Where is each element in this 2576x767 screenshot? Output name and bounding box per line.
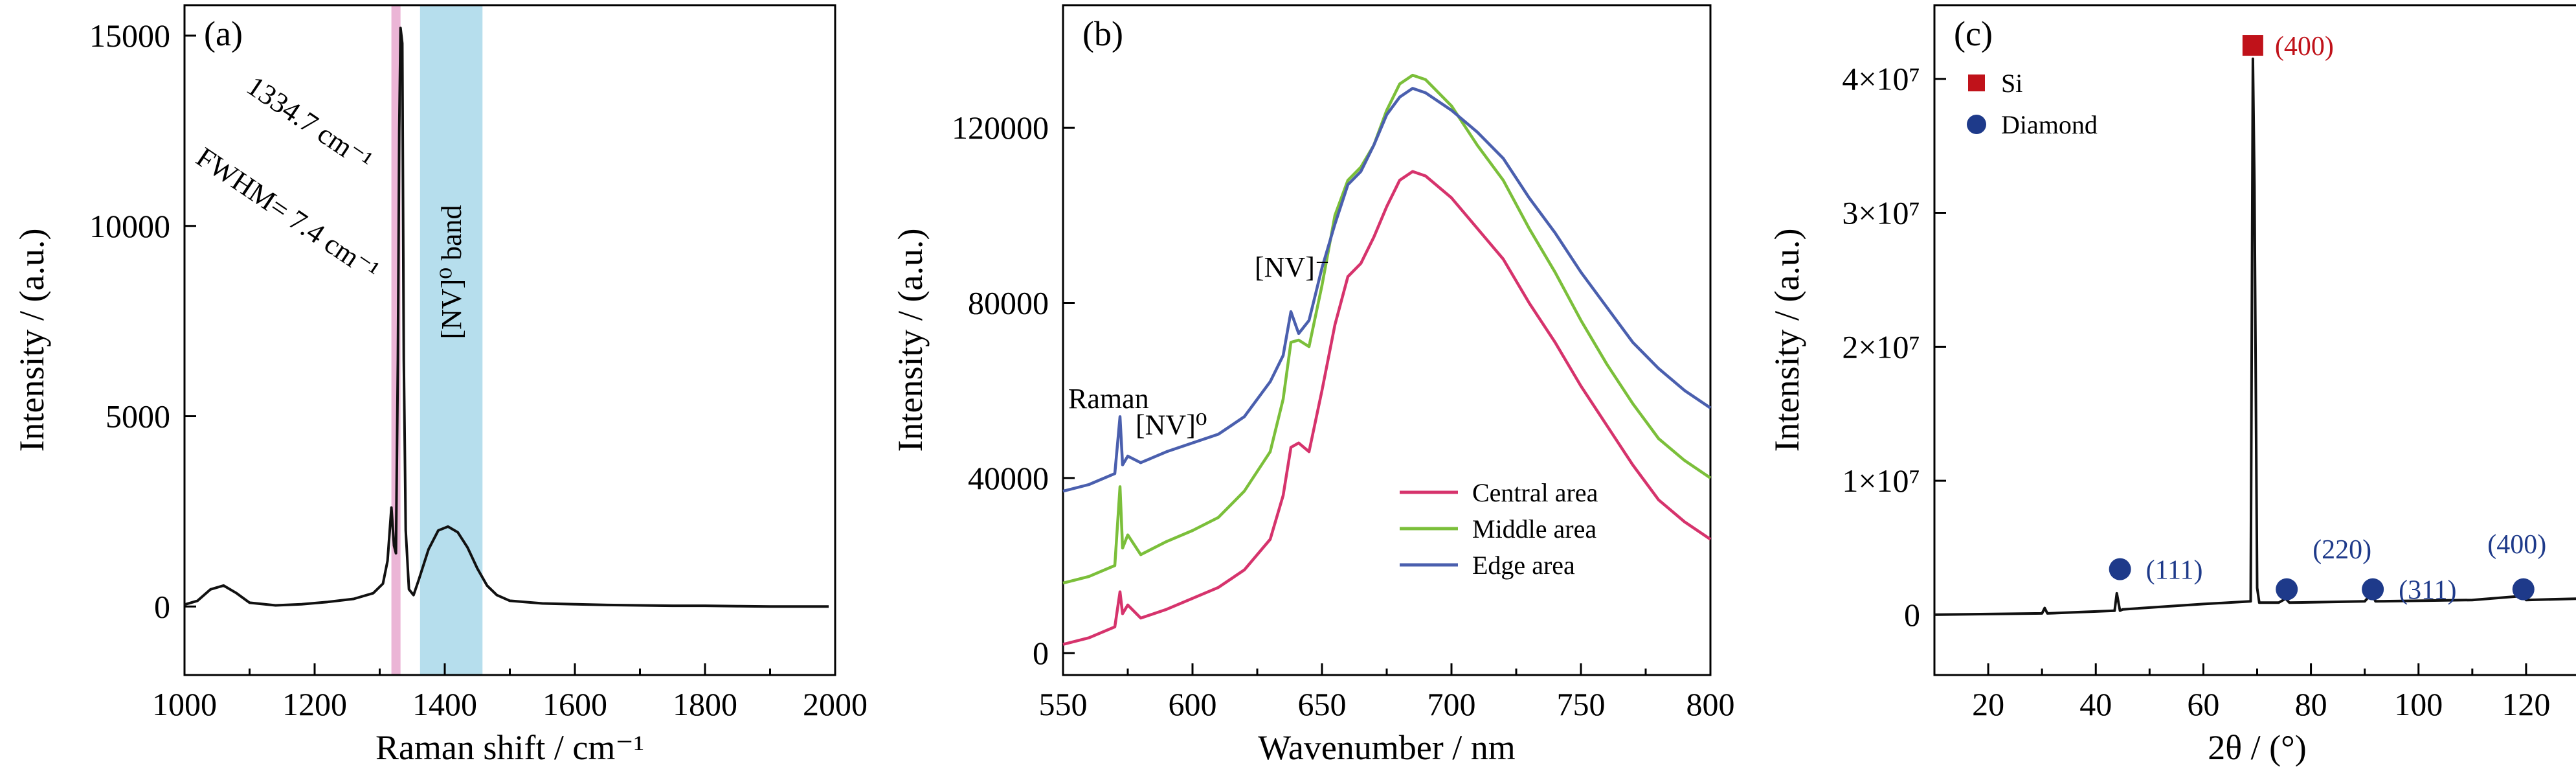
y-tick-label: 15000 (89, 17, 170, 54)
x-tick-label: 120 (2502, 686, 2550, 722)
diamond-peak-marker (2276, 578, 2298, 601)
diamond-peak-marker (2109, 558, 2131, 580)
legend-si-marker (1968, 74, 1985, 91)
diamond-peak-label: (400) (2487, 530, 2546, 560)
x-tick-label: 700 (1428, 686, 1476, 722)
x-tick-label: 1600 (543, 686, 607, 722)
panel-tag: (c) (1954, 14, 1993, 53)
y-tick-label: 4×10⁷ (1842, 61, 1920, 97)
diamond-peak-label: (111) (2146, 556, 2203, 586)
raman-spectrum-line (184, 27, 829, 608)
diamond-peak-marker (2362, 578, 2384, 601)
x-tick-label: 800 (1686, 686, 1735, 722)
x-tick-label: 20 (1972, 686, 2004, 722)
plot-frame (1062, 4, 1712, 676)
peak-position-annotation: 1334.7 cm⁻¹ (241, 70, 378, 177)
x-tick-label: 1800 (673, 686, 737, 722)
x-tick-label: 750 (1557, 686, 1606, 722)
y-tick-label: 0 (1033, 635, 1049, 671)
x-axis-title: 2θ / (°) (2208, 728, 2306, 767)
nv0-peak-label: [NV]⁰ (1136, 409, 1207, 441)
y-axis-title: Intensity / (a.u.) (12, 229, 51, 452)
x-tick-label: 80 (2295, 686, 2327, 722)
y-tick-label: 3×10⁷ (1842, 195, 1920, 231)
y-axis-title: Intensity / (a.u.) (891, 229, 930, 452)
y-tick-label: 120000 (952, 109, 1049, 146)
x-tick-label: 650 (1298, 686, 1347, 722)
y-tick-label: 0 (1904, 597, 1920, 633)
x-axis-title: Wavenumber / nm (1258, 728, 1516, 767)
raman-peak-label: Raman (1068, 383, 1149, 415)
legend-label: Central area (1472, 478, 1598, 507)
x-tick-label: 600 (1169, 686, 1217, 722)
x-tick-label: 100 (2394, 686, 2443, 722)
diamond-peak-label: (220) (2313, 535, 2371, 565)
x-tick-label: 1400 (412, 686, 477, 722)
panel-tag: (a) (204, 14, 243, 53)
x-tick-label: 550 (1039, 686, 1088, 722)
legend-diamond-marker (1967, 115, 1986, 134)
nv-minus-peak-label: [NV]⁻ (1255, 251, 1330, 283)
panel-c-xrd: 20 40 60 80 100 120 0 1×10⁷ 2×10⁷ 3×10⁷ 4×10⁷ 2θ / … (1767, 4, 2576, 767)
legend-diamond-label: Diamond (2001, 110, 2098, 139)
x-tick-label: 2000 (803, 686, 868, 722)
series-line-edge-area (1062, 87, 1712, 493)
y-tick-label: 1×10⁷ (1842, 463, 1920, 499)
panel-a-raman: 1000 1200 1400 1600 1800 2000 0 5000 10000 15000 R… (12, 4, 868, 767)
legend-si-label: Si (2001, 69, 2022, 98)
diamond-peak-marker (2512, 578, 2535, 601)
diamond-peak-label: (311) (2399, 576, 2456, 606)
x-tick-label: 40 (2079, 686, 2112, 722)
si-peak-label: (400) (2275, 32, 2334, 62)
y-tick-label: 10000 (89, 208, 170, 244)
si-peak-marker (2242, 35, 2263, 56)
y-tick-label: 0 (154, 588, 170, 624)
x-tick-label: 60 (2187, 686, 2219, 722)
legend-label: Edge area (1472, 551, 1575, 580)
y-axis-title: Intensity / (a.u.) (1767, 229, 1806, 452)
x-axis-title: Raman shift / cm⁻¹ (375, 728, 644, 767)
series-line-middle-area (1062, 73, 1712, 585)
y-tick-label: 5000 (106, 398, 170, 435)
xrd-pattern-line (1934, 57, 2576, 616)
panel-tag: (b) (1082, 14, 1123, 53)
highlight-band (420, 5, 483, 675)
y-tick-label: 40000 (968, 460, 1049, 496)
legend-label: Middle area (1472, 514, 1596, 544)
y-tick-label: 80000 (968, 285, 1049, 321)
y-tick-label: 2×10⁷ (1842, 328, 1920, 365)
series-line-central-area (1062, 170, 1712, 646)
x-tick-label: 1000 (152, 686, 217, 722)
x-tick-label: 1200 (282, 686, 347, 722)
panel-b-photoluminescence: 550 600 650 700 750 800 0 40000 80000 120000 Waven… (891, 4, 1735, 767)
nv0-band-label: [NV]⁰ band (436, 205, 467, 339)
